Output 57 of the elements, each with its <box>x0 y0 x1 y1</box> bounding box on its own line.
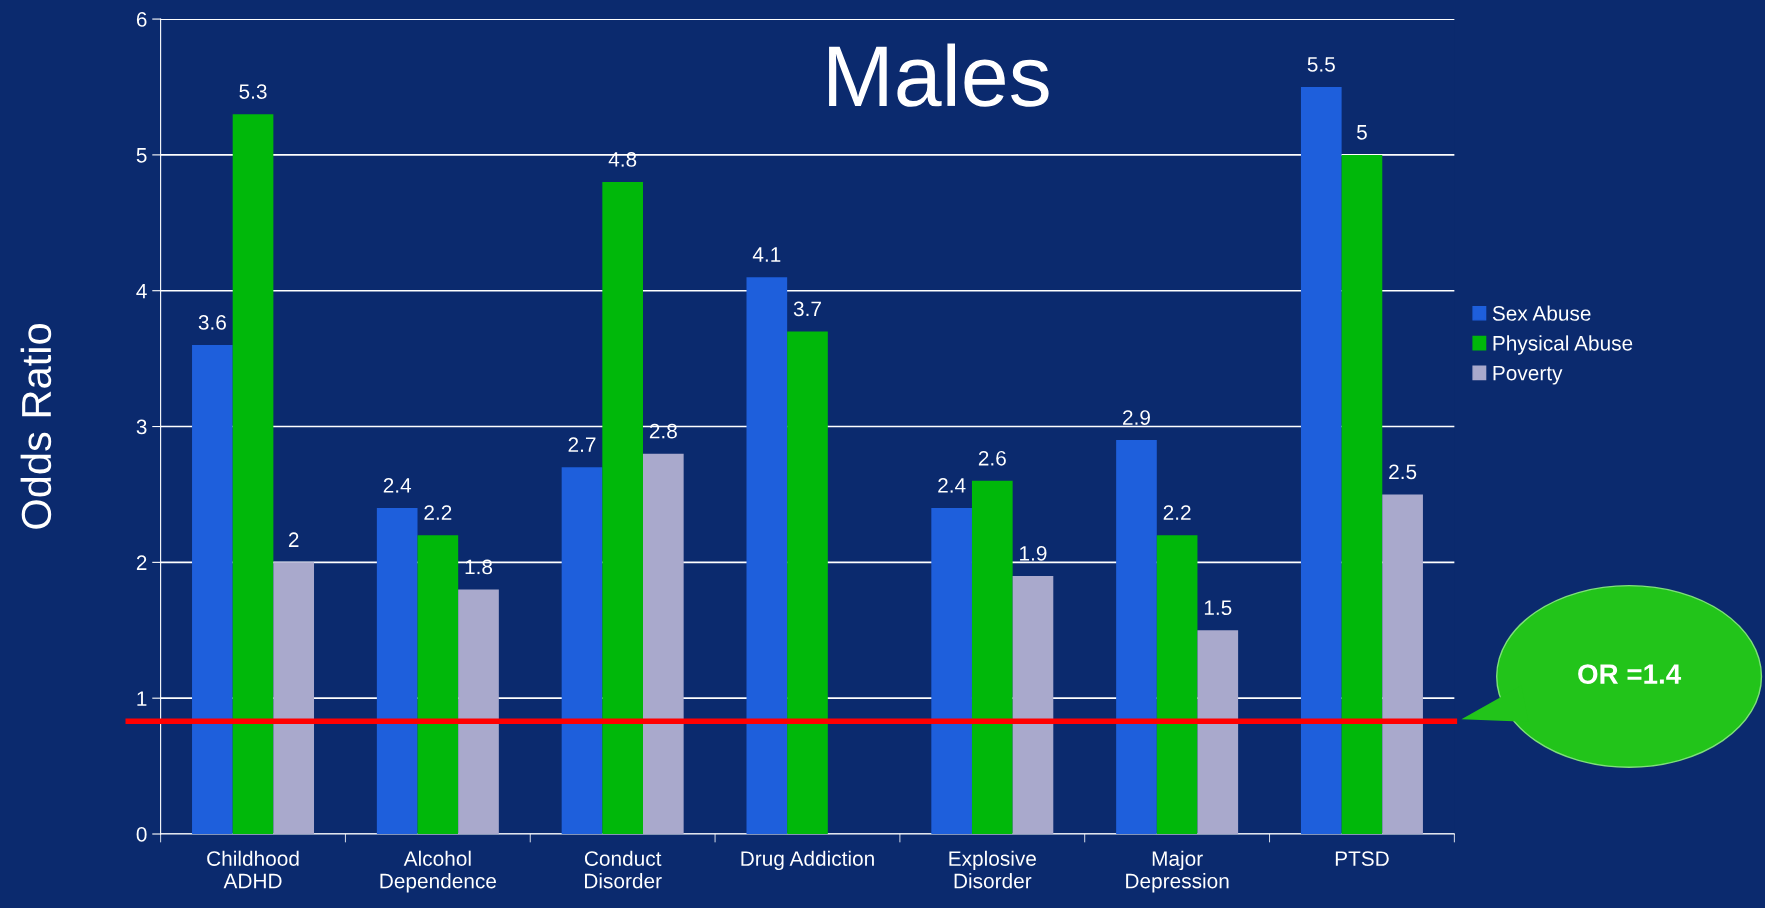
x-tick-label: Conduct Disorder <box>584 850 662 889</box>
bar <box>971 480 1013 834</box>
bar <box>643 453 684 834</box>
y-tick-label: 1 <box>137 691 147 706</box>
data-label: 5.5 <box>1307 57 1335 72</box>
data-label: 1.5 <box>1204 600 1232 616</box>
data-label: 5 <box>1356 125 1367 140</box>
y-tick-label: 0 <box>136 827 147 842</box>
bar <box>1116 440 1157 834</box>
legend-label: Sex Abuse <box>1492 305 1591 321</box>
data-label: 3.6 <box>198 315 226 330</box>
chart-title: Males <box>829 43 1049 107</box>
bar <box>376 508 418 834</box>
bar <box>192 345 233 834</box>
y-tick-label: 3 <box>136 419 147 435</box>
bar <box>1382 494 1423 834</box>
bar <box>787 331 828 834</box>
bar <box>561 467 603 834</box>
data-label: 2.4 <box>383 478 412 493</box>
data-label: 4.1 <box>752 247 781 262</box>
x-tick-label: Drug Addiction <box>741 850 874 871</box>
data-label: 2.2 <box>424 505 452 520</box>
x-tick-label: Childhood ADHD <box>207 850 299 889</box>
bar <box>417 535 459 834</box>
text: OR =1.4 <box>1578 664 1682 684</box>
y-tick-label: 2 <box>136 555 147 570</box>
y-axis-title: Odds Ratio <box>20 324 52 529</box>
bar <box>1012 575 1054 834</box>
bar <box>1300 86 1342 834</box>
legend-label: Physical Abuse <box>1493 335 1633 355</box>
bar <box>746 277 788 834</box>
data-label: 2.7 <box>568 437 596 452</box>
data-label: 5.3 <box>239 84 267 99</box>
x-tick-label: Explosive Disorder <box>949 850 1036 889</box>
data-label: 3.7 <box>793 301 821 317</box>
bar <box>1197 630 1239 834</box>
data-label: 1.9 <box>1020 545 1047 561</box>
data-label: 2.5 <box>1389 464 1417 480</box>
bar <box>458 589 499 834</box>
bar <box>1341 154 1383 834</box>
data-label: 2.4 <box>938 478 966 493</box>
x-tick-label: Major Depression <box>1126 850 1229 893</box>
y-tick-label: 5 <box>136 148 147 163</box>
x-tick-label: Alcohol Dependence <box>380 850 496 893</box>
data-label: 2.2 <box>1163 505 1191 520</box>
data-label: 2.6 <box>978 450 1006 466</box>
data-label: 2.9 <box>1123 410 1150 425</box>
y-tick-label: 6 <box>136 12 147 27</box>
y-tick-label: 4 <box>136 283 147 299</box>
bar <box>931 508 972 834</box>
x-tick-label: PTSD <box>1335 851 1389 866</box>
legend-label: Poverty <box>1493 365 1563 385</box>
bar <box>232 114 274 834</box>
bar <box>273 562 315 834</box>
data-label: 2 <box>288 532 299 547</box>
bar <box>1156 535 1198 834</box>
bar <box>602 182 643 834</box>
